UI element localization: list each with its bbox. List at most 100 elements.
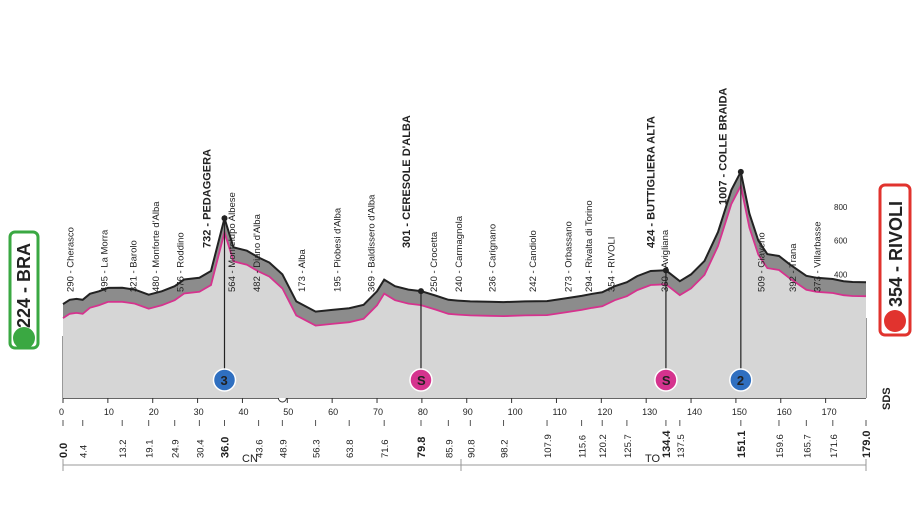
x-tick-label: 10 [104, 407, 114, 417]
place-label: 273 - Orbassano [564, 221, 575, 292]
km-marker: 30.4 [195, 440, 206, 459]
km-marker: 79.8 [416, 437, 428, 458]
icon-dot [417, 288, 424, 295]
finish-badge-frame [878, 183, 912, 337]
place-label: 321 - Barolo [129, 240, 140, 292]
km-marker: 137.5 [676, 434, 687, 458]
place-label: 732 - PEDAGGERA [202, 149, 214, 248]
km-marker: 24.9 [171, 440, 182, 459]
x-tick-label: 170 [822, 407, 837, 417]
km-marker: 13.2 [118, 440, 129, 459]
sds-logo: SDS [881, 387, 893, 410]
place-label: 480 - Monforte d'Alba [151, 201, 162, 292]
place-label: 369 - Baldissero d'Alba [366, 194, 377, 292]
axis-layer: 2004006008000102030405060708090100110120… [58, 203, 873, 458]
place-label: 236 - Carignano [487, 224, 498, 292]
province-to: TO [645, 453, 661, 465]
place-label: 482 - Diano d'Alba [252, 213, 263, 292]
place-label: 495 - La Morra [99, 229, 110, 292]
icon-disc [409, 368, 433, 392]
y-tick-label: 800 [834, 203, 848, 212]
place-label: 1007 - COLLE BRAIDA [717, 88, 729, 205]
icon-disc [212, 368, 237, 392]
x-tick-label: 80 [418, 407, 428, 417]
x-tick-label: 30 [194, 407, 204, 417]
x-tick-label: 110 [552, 407, 566, 417]
km-marker: 36.0 [219, 437, 231, 458]
km-marker: 151.1 [736, 430, 748, 458]
finish-badge: 354 - RIVOLI [878, 183, 912, 337]
y-tick: 800 [834, 203, 866, 212]
km-marker: 125.7 [623, 434, 634, 458]
km-marker: 171.6 [829, 434, 840, 458]
x-tick-label: 150 [732, 407, 747, 417]
x-tick-label: 0 [59, 407, 64, 417]
kom-icon: 3 [212, 215, 237, 392]
start-badge: 224 - BRA [8, 230, 40, 350]
km-marker: 90.8 [466, 440, 477, 459]
y-tick: 600 [834, 237, 866, 246]
km-marker: 179.0 [861, 430, 873, 458]
x-tick-label: 50 [283, 407, 293, 417]
icon-text: 3 [220, 373, 227, 388]
place-label: 294 - Rivalta di Torino [584, 200, 595, 292]
km-marker: 159.6 [775, 434, 786, 458]
km-marker: 120.2 [598, 434, 609, 458]
province-bar: CN TO [62, 453, 867, 471]
start-label: 224 - BRA [14, 243, 34, 328]
km-marker: 85.9 [444, 440, 455, 459]
km-marker: 63.8 [345, 440, 356, 459]
icon-dot [662, 267, 669, 274]
finish-label: 354 - RIVOLI [886, 201, 906, 307]
place-label: 290 - Cherasco [66, 227, 77, 292]
x-tick-label: 130 [642, 407, 657, 417]
km-marker: 165.7 [802, 434, 813, 458]
pink-profile-line [62, 183, 867, 327]
place-label: 373 - Villarbasse [813, 221, 824, 292]
km-marker: 56.3 [312, 440, 323, 459]
x-tick-label: 120 [597, 407, 612, 417]
place-label: 240 - Carmagnola [454, 215, 465, 292]
place-label: 195 - Piobesi d'Alba [333, 207, 344, 292]
x-tick-label: 60 [328, 407, 338, 417]
icon-disc [654, 368, 678, 392]
x-tick-label: 140 [687, 407, 702, 417]
km-marker: 0.0 [58, 443, 70, 458]
bike-icon [13, 327, 35, 349]
place-label: 392 - Trana [788, 243, 799, 292]
icon-dot [737, 168, 744, 175]
place-label: 242 - Candiolo [528, 230, 539, 292]
km-marker: 48.9 [278, 440, 289, 459]
x-tick-label: 160 [777, 407, 792, 417]
place-label: 301 - CERESOLE D'ALBA [401, 115, 413, 248]
place-label: 576 - Roddino [176, 232, 187, 292]
place-label: 173 - Alba [297, 249, 308, 292]
kom-icon: 2 [729, 168, 753, 392]
sprint-icon: S [409, 288, 433, 392]
km-marker: 43.6 [255, 440, 266, 459]
km-marker: 4.4 [79, 445, 90, 458]
icon-text: 2 [737, 373, 744, 388]
icon-dot [221, 215, 228, 222]
x-tick-label: 70 [373, 407, 383, 417]
profile-line [62, 168, 867, 313]
km-marker: 115.6 [578, 435, 589, 458]
y-tick-label: 600 [834, 237, 848, 246]
km-marker: 98.2 [500, 440, 511, 459]
province-cn: CN [242, 453, 258, 465]
place-label: 250 - Crocetta [429, 231, 440, 292]
y-tick-label: 400 [834, 270, 848, 279]
place-label: 354 - RIVOLI [606, 237, 617, 292]
place-label: 360 - Avigliana [660, 229, 671, 292]
bike-icon [884, 310, 906, 332]
x-tick-label: 90 [463, 407, 473, 417]
place-label: 564 - Montelupo Albese [227, 192, 238, 292]
km-marker: 134.4 [661, 430, 673, 458]
y-tick: 400 [834, 270, 866, 279]
km-marker: 19.1 [145, 440, 156, 459]
x-tick-label: 40 [238, 407, 248, 417]
x-tick-label: 20 [149, 407, 159, 417]
km-marker: 71.6 [380, 440, 391, 459]
labels-layer: 290 - Cherasco 495 - La Morra 321 - Barolo… [66, 88, 824, 292]
